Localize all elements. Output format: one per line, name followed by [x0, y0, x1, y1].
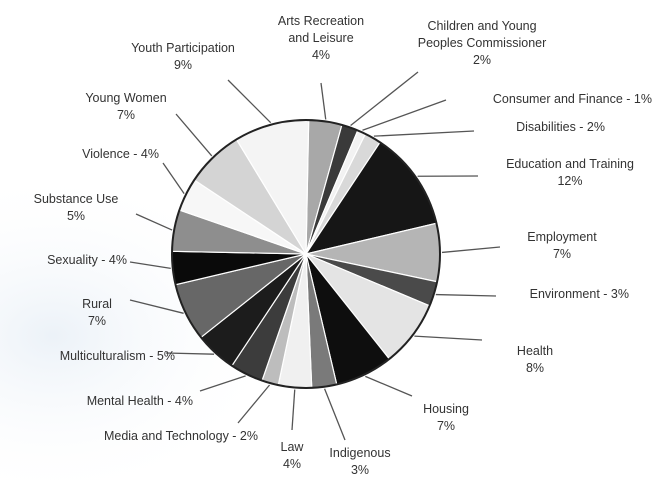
slice-label: Disabilities - 2%	[516, 120, 605, 134]
leader-line	[227, 79, 272, 124]
slice-label: Media and Technology - 2%	[104, 429, 258, 443]
leader-line	[199, 375, 246, 392]
leader-line	[373, 130, 475, 137]
slice-name-label: Multiculturalism - 5%	[60, 349, 175, 363]
leader-line	[320, 82, 327, 120]
slice-value-label: 7%	[553, 247, 571, 261]
slice-label: Rural 7%	[82, 297, 112, 328]
slice-value-label: 5%	[67, 209, 85, 223]
leader-line	[175, 113, 213, 157]
slice-name-label: Arts Recreation	[278, 14, 364, 28]
slice-name-label: Sexuality - 4%	[47, 253, 127, 267]
slice-name-label: Young Women	[85, 91, 166, 105]
slice-label: Indigenous 3%	[329, 446, 390, 477]
slice-name-label: Peoples Commissioner	[418, 36, 547, 50]
slice-value-label: 8%	[526, 361, 544, 375]
slice-label: Violence - 4%	[82, 147, 159, 161]
slice-name-label: Children and Young	[427, 19, 536, 33]
slice-name-label: Mental Health - 4%	[87, 394, 193, 408]
leader-line	[162, 162, 185, 195]
slice-label: Multiculturalism - 5%	[60, 349, 175, 363]
leader-line	[323, 388, 346, 441]
leader-line	[350, 71, 419, 127]
slice-label: Consumer and Finance - 1%	[493, 92, 652, 106]
slice-label: Arts Recreation and Leisure 4%	[278, 14, 364, 62]
slice-value-label: 4%	[283, 457, 301, 471]
leader-line	[129, 299, 184, 314]
slice-label: Environment - 3%	[530, 287, 629, 301]
slice-name-label: Disabilities - 2%	[516, 120, 605, 134]
slice-value-label: 2%	[473, 53, 491, 67]
pie-outline	[171, 119, 441, 389]
slice-value-label: 7%	[437, 419, 455, 433]
leader-line	[291, 389, 296, 431]
slice-name-label: Housing	[423, 402, 469, 416]
slice-label: Sexuality - 4%	[47, 253, 127, 267]
slice-name-label: Employment	[527, 230, 597, 244]
slice-label: Children and Young Peoples Commissioner 2%	[418, 19, 547, 67]
leader-line	[365, 375, 413, 397]
leader-line	[362, 99, 447, 131]
slice-label: Education and Training 12%	[506, 157, 634, 188]
slice-name-label: Violence - 4%	[82, 147, 159, 161]
leader-line	[135, 213, 173, 231]
slice-name-label: Youth Participation	[131, 41, 235, 55]
slice-label: Substance Use 5%	[34, 192, 119, 223]
pie-slices	[171, 119, 441, 389]
slice-label: Youth Participation 9%	[131, 41, 235, 72]
leader-line	[414, 335, 483, 341]
slice-value-label: 9%	[174, 58, 192, 72]
slice-label: Employment 7%	[527, 230, 597, 261]
leader-line	[435, 293, 497, 297]
slice-label: Mental Health - 4%	[87, 394, 193, 408]
slice-name-label: Law	[281, 440, 305, 454]
slice-value-label: 7%	[117, 108, 135, 122]
slice-label: Housing 7%	[423, 402, 469, 433]
slice-label: Law 4%	[281, 440, 305, 471]
slice-name-label: Consumer and Finance - 1%	[493, 92, 652, 106]
slice-value-label: 4%	[312, 48, 330, 62]
slice-name-label: Rural	[82, 297, 112, 311]
slice-name-label: Substance Use	[34, 192, 119, 206]
slice-name-label: Indigenous	[329, 446, 390, 460]
leader-line	[165, 352, 215, 355]
slice-name-label: Health	[517, 344, 553, 358]
slice-value-label: 7%	[88, 314, 106, 328]
slice-value-label: 12%	[557, 174, 582, 188]
slice-label: Young Women 7%	[85, 91, 166, 122]
slice-name-label: Media and Technology - 2%	[104, 429, 258, 443]
slice-name-label: and Leisure	[288, 31, 353, 45]
slice-labels: Arts Recreation and Leisure 4% Children and…	[34, 14, 652, 477]
slice-label: Health 8%	[517, 344, 553, 375]
slice-value-label: 3%	[351, 463, 369, 477]
leader-lines	[129, 71, 501, 441]
leader-line	[441, 246, 501, 254]
leader-line	[237, 384, 271, 424]
slice-name-label: Education and Training	[506, 157, 634, 171]
slice-name-label: Environment - 3%	[530, 287, 629, 301]
leader-line	[129, 261, 171, 269]
